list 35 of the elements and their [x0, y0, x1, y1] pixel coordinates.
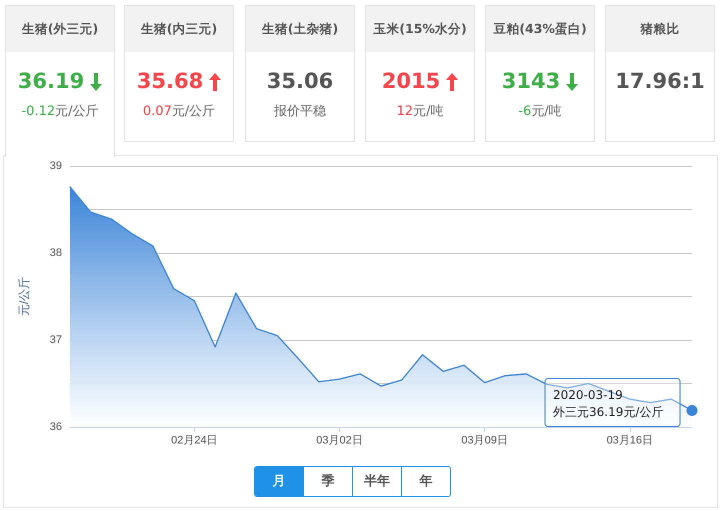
text: 元/吨 — [531, 104, 562, 119]
text: 月 — [255, 467, 303, 496]
x-tick-label: 03月09日 — [461, 434, 508, 446]
y-tick-label: 37 — [50, 334, 62, 346]
text: 35.68 — [136, 69, 204, 93]
text: 玉米(15%水分) — [366, 6, 474, 52]
text: 36.19 — [18, 69, 84, 93]
text: -0.12 — [21, 104, 56, 119]
y-tick-label: 38 — [50, 247, 62, 259]
text: 半年 — [352, 467, 401, 496]
text: 生猪(土杂猪) — [246, 6, 354, 52]
text: 元/吨 — [413, 104, 444, 119]
annotation: 2020-03-19 外三元36.19元/公斤 — [553, 388, 664, 419]
y-tick-label: 39 — [50, 160, 62, 172]
text: 17.96:1 — [615, 69, 705, 93]
text: 元/公斤 — [172, 104, 216, 119]
x-tick-label: 03月02日 — [316, 434, 363, 446]
x-tick-label: 02月24日 — [171, 434, 218, 446]
text: 年 — [401, 467, 450, 496]
text: 报价平稳 — [274, 104, 326, 119]
text: 元/公斤 — [55, 104, 99, 119]
text: 35.06 — [266, 69, 334, 93]
text: 生猪(内三元) — [125, 6, 233, 52]
x-tick-label: 03月16日 — [606, 434, 654, 446]
text: 0.07 — [142, 104, 172, 119]
text: -6 — [518, 104, 532, 119]
y-tick-label: 36 — [50, 421, 62, 433]
text: 2015 — [382, 69, 440, 93]
y-axis-title: 元/公斤 — [17, 276, 31, 316]
text: 3143 — [502, 69, 560, 93]
text: 季 — [303, 467, 352, 496]
text: 豆粕(43%蛋白) — [486, 6, 594, 52]
text: 生猪(外三元) — [6, 6, 114, 52]
text: 猪粮比 — [606, 6, 714, 52]
text: 12 — [396, 104, 414, 119]
